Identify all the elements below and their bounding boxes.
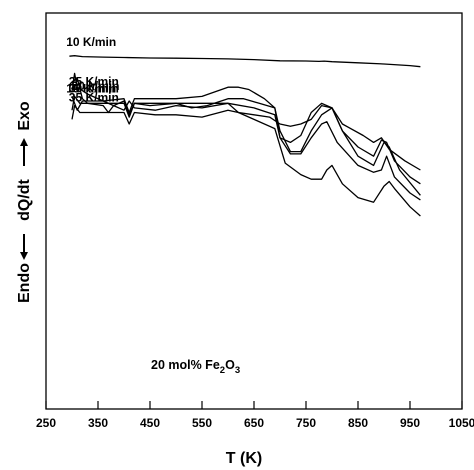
curve-label: 35 K/min	[69, 91, 119, 105]
curve-10-k-min	[69, 55, 421, 68]
curve-label: 10 K/min	[66, 35, 116, 49]
curve-30-k-min	[71, 95, 421, 201]
endo-arrowhead-icon	[20, 252, 28, 260]
y-axis-endo-label: Endo	[16, 263, 33, 303]
curve-25-k-min	[71, 72, 421, 196]
x-tick-label: 850	[348, 416, 368, 430]
x-tick-label: 1050	[449, 416, 474, 430]
plot-frame	[45, 12, 463, 410]
x-axis-ticks: 250 350 450 550 650 750 850 950 1050	[36, 401, 474, 430]
curve-15-k-min	[71, 77, 421, 171]
x-tick-label: 550	[192, 416, 212, 430]
curve-label: 20 k/min	[71, 79, 119, 93]
curves	[69, 55, 421, 217]
curve-label: 15 K/min	[66, 82, 116, 96]
x-tick-label: 750	[296, 416, 316, 430]
x-tick-label: 650	[244, 416, 264, 430]
y-axis-exo-label: Exo	[16, 101, 33, 131]
curve-35-k-min	[71, 104, 421, 217]
x-tick-label: 950	[400, 416, 420, 430]
exo-arrowhead-icon	[20, 138, 28, 146]
curve-label: 30 K/min	[69, 81, 119, 95]
composition-annotation: 20 mol% Fe2O3	[151, 358, 240, 376]
x-tick-label: 250	[36, 416, 56, 430]
x-tick-label: 350	[88, 416, 108, 430]
y-axis-dqdt-label: dQ/dt	[16, 178, 33, 220]
x-tick-label: 450	[140, 416, 160, 430]
x-axis-title: T (K)	[226, 450, 262, 467]
y-axis-title: Endo dQ/dt Exo	[16, 101, 33, 303]
curve-label: 25 K/min	[69, 74, 119, 88]
